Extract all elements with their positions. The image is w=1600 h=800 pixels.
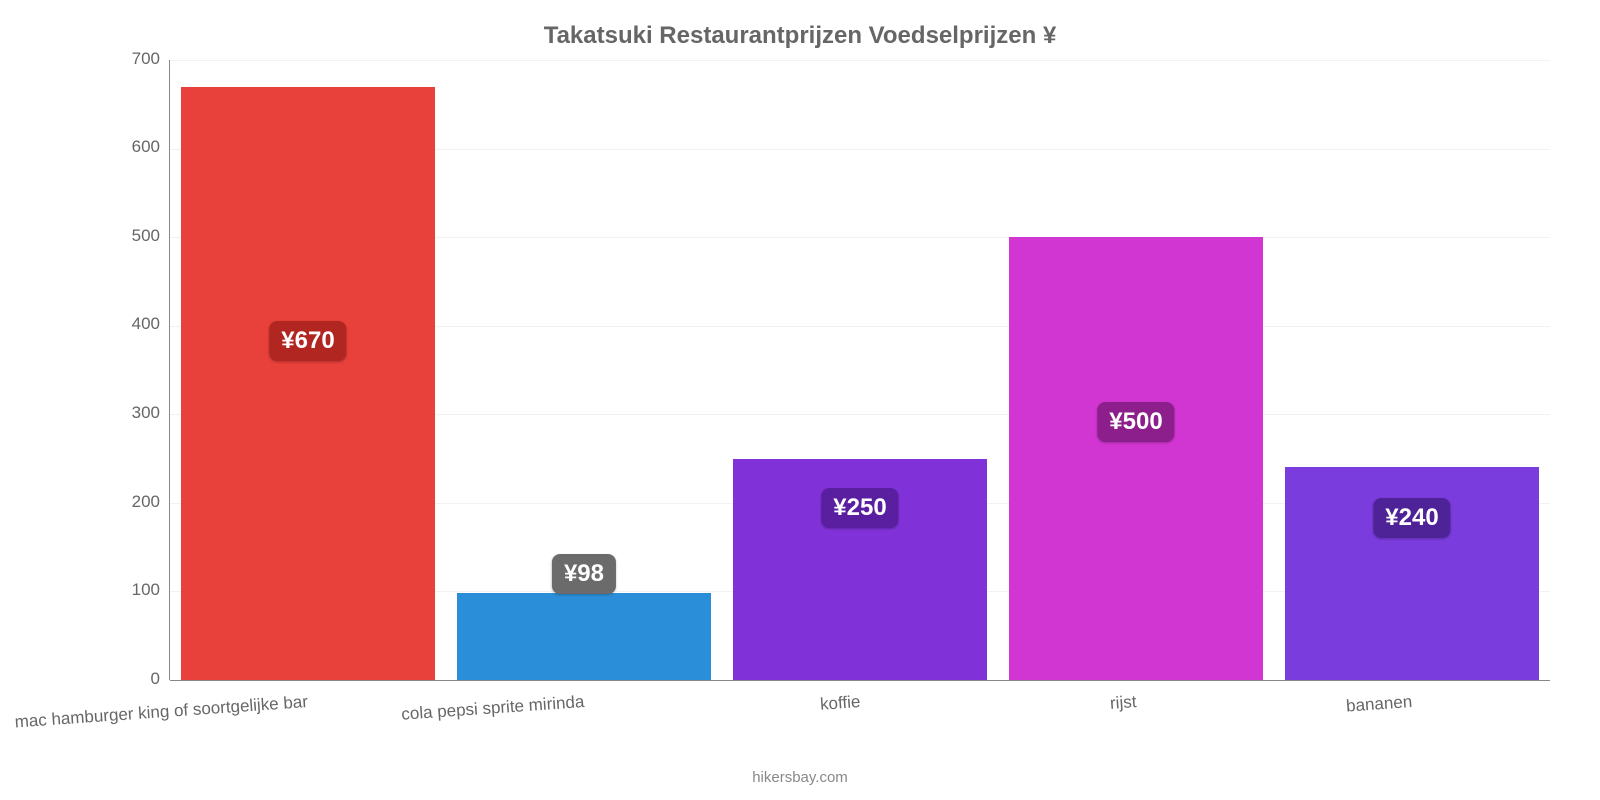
x-tick-label: mac hamburger king of soortgelijke bar: [14, 692, 309, 732]
plot-area: ¥670 ¥98 ¥250 ¥500 ¥240: [170, 60, 1550, 680]
bar: ¥240: [1285, 467, 1539, 680]
bar: ¥250: [733, 459, 987, 680]
bar-value-badge: ¥240: [1373, 498, 1450, 538]
y-tick-label: 0: [110, 669, 160, 689]
y-axis-line: [169, 60, 170, 680]
x-tick-label: cola pepsi sprite mirinda: [400, 692, 584, 725]
attribution-text: hikersbay.com: [0, 769, 1600, 786]
y-tick-label: 300: [110, 403, 160, 423]
bar: ¥500: [1009, 237, 1263, 680]
bar-value-badge: ¥500: [1097, 402, 1174, 442]
bar: ¥98: [457, 593, 711, 680]
y-tick-label: 400: [110, 314, 160, 334]
bar-value-badge: ¥98: [552, 554, 616, 594]
y-tick-label: 100: [110, 580, 160, 600]
bar-value-badge: ¥670: [269, 321, 346, 361]
bar: ¥670: [181, 87, 435, 680]
bar-value-badge: ¥250: [821, 488, 898, 528]
x-axis-line: [170, 680, 1550, 681]
y-tick-label: 600: [110, 137, 160, 157]
x-tick-label: rijst: [1109, 692, 1137, 714]
x-tick-label: koffie: [819, 692, 861, 715]
y-tick-label: 700: [110, 49, 160, 69]
x-tick-label: bananen: [1345, 692, 1412, 717]
y-tick-label: 200: [110, 492, 160, 512]
chart-title: Takatsuki Restaurantprijzen Voedselprijz…: [0, 22, 1600, 50]
y-tick-label: 500: [110, 226, 160, 246]
bars-layer: ¥670 ¥98 ¥250 ¥500 ¥240: [170, 60, 1550, 680]
chart-container: Takatsuki Restaurantprijzen Voedselprijz…: [0, 0, 1600, 800]
